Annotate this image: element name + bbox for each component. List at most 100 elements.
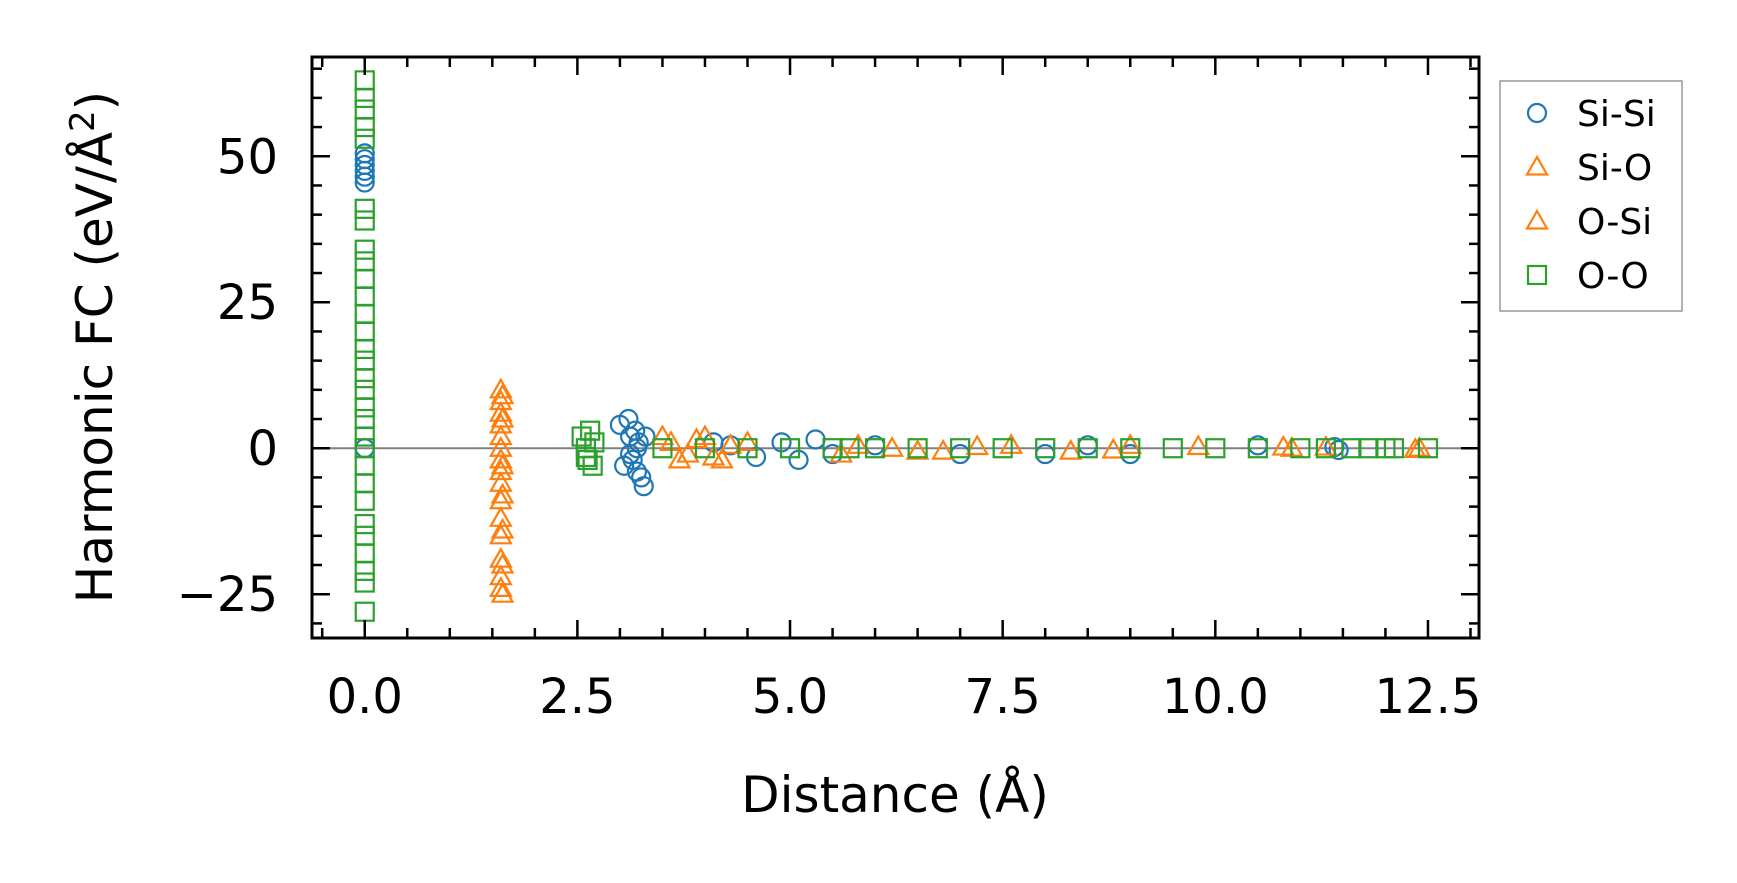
point-si-o <box>488 377 513 399</box>
legend-item: O-Si <box>1525 202 1652 243</box>
plot-frame <box>310 55 1481 640</box>
point-o-o <box>354 350 375 371</box>
point-o-o <box>354 198 375 219</box>
point-o-o <box>354 286 375 307</box>
point-o-o <box>354 99 375 120</box>
point-si-o <box>650 424 675 446</box>
point-si-o <box>488 389 513 411</box>
point-o-si <box>490 517 515 539</box>
point-o-o <box>354 473 375 494</box>
point-o-o <box>354 87 375 108</box>
point-si-si <box>633 476 654 497</box>
y-tick-label: −25 <box>177 567 278 623</box>
point-si-o <box>1058 438 1083 460</box>
point-o-o <box>354 408 375 430</box>
point-o-o <box>354 251 375 272</box>
point-si-si <box>620 443 641 465</box>
point-si-o <box>488 412 513 434</box>
legend-label: Si-O <box>1577 148 1652 189</box>
y-axis-label-close: ) <box>66 91 124 111</box>
y-tick-labels: −25 0 25 50 <box>177 129 278 623</box>
point-o-o <box>1417 438 1439 459</box>
point-si-o <box>488 436 513 457</box>
point-o-o <box>354 601 375 622</box>
point-o-o <box>354 239 375 260</box>
point-si-si <box>354 143 375 164</box>
point-o-o <box>354 338 375 360</box>
data-markers <box>354 70 1439 622</box>
point-o-o <box>354 368 375 389</box>
point-o-o <box>839 438 860 459</box>
point-si-o <box>488 564 513 586</box>
point-si-o <box>488 400 513 422</box>
point-o-o <box>575 446 596 468</box>
legend-item: O-O <box>1526 256 1649 297</box>
point-o-o <box>694 438 716 459</box>
point-o-o <box>354 116 375 138</box>
legend-marker <box>1526 102 1548 124</box>
point-o-o <box>950 438 971 459</box>
point-o-o <box>1315 438 1336 459</box>
point-o-si <box>490 581 515 603</box>
point-si-si <box>626 438 648 459</box>
legend-item: Si-Si <box>1526 94 1656 135</box>
y-tick-label: 25 <box>217 275 278 331</box>
point-o-o <box>354 514 375 535</box>
plot-area <box>310 55 1481 640</box>
point-o-o <box>1077 438 1098 459</box>
point-o-si <box>490 453 515 475</box>
legend-marker <box>1525 208 1549 230</box>
axis-ticks <box>312 57 1479 638</box>
point-si-o <box>718 433 743 454</box>
x-tick-label: 10.0 <box>1162 669 1269 725</box>
x-tick-label: 7.5 <box>965 669 1041 725</box>
point-o-o <box>1120 438 1141 459</box>
x-tick-label: 0.0 <box>327 669 403 725</box>
point-o-si <box>693 424 717 446</box>
point-o-o <box>354 128 375 149</box>
x-axis-label: Distance (Å) <box>741 766 1049 824</box>
point-o-si <box>965 434 990 456</box>
point-si-o <box>488 459 513 481</box>
point-o-si <box>490 383 515 405</box>
point-o-o <box>354 210 375 231</box>
point-o-o <box>354 543 375 564</box>
legend-item: Si-O <box>1525 148 1652 189</box>
point-o-si <box>905 438 930 460</box>
point-o-o <box>737 438 758 459</box>
point-si-o <box>488 424 513 446</box>
point-si-o <box>880 436 904 457</box>
legend-label: O-O <box>1577 256 1649 297</box>
point-o-o <box>580 420 601 441</box>
point-o-si <box>676 441 700 463</box>
point-o-o <box>779 438 801 459</box>
point-si-o <box>931 438 956 460</box>
point-o-o <box>354 379 375 400</box>
point-o-o <box>354 268 375 289</box>
point-o-o <box>354 490 375 511</box>
point-o-o <box>354 525 375 546</box>
point-si-o <box>1313 434 1338 456</box>
point-o-o <box>354 560 375 581</box>
legend: Si-Si Si-O O-Si O-O <box>1499 80 1683 312</box>
point-o-si <box>490 406 515 428</box>
y-tick-label: 50 <box>217 129 278 185</box>
point-o-o <box>354 426 375 447</box>
y-tick-label: 0 <box>247 421 278 477</box>
x-tick-labels: 0.0 2.5 5.0 7.5 10.0 12.5 <box>327 669 1482 725</box>
point-o-o <box>1205 438 1226 459</box>
point-si-o <box>667 447 692 469</box>
point-si-si <box>631 467 652 488</box>
legend-label: O-Si <box>1577 202 1652 243</box>
y-axis-label-superscript: 2 <box>63 110 103 132</box>
point-si-si <box>354 149 375 170</box>
point-si-o <box>488 576 513 597</box>
legend-marker <box>1526 264 1548 286</box>
point-o-si <box>1101 437 1126 459</box>
point-o-o <box>354 572 375 593</box>
point-o-si <box>490 482 515 504</box>
point-o-o <box>1290 438 1311 459</box>
point-o-si <box>1186 434 1211 456</box>
point-si-o <box>488 447 513 469</box>
